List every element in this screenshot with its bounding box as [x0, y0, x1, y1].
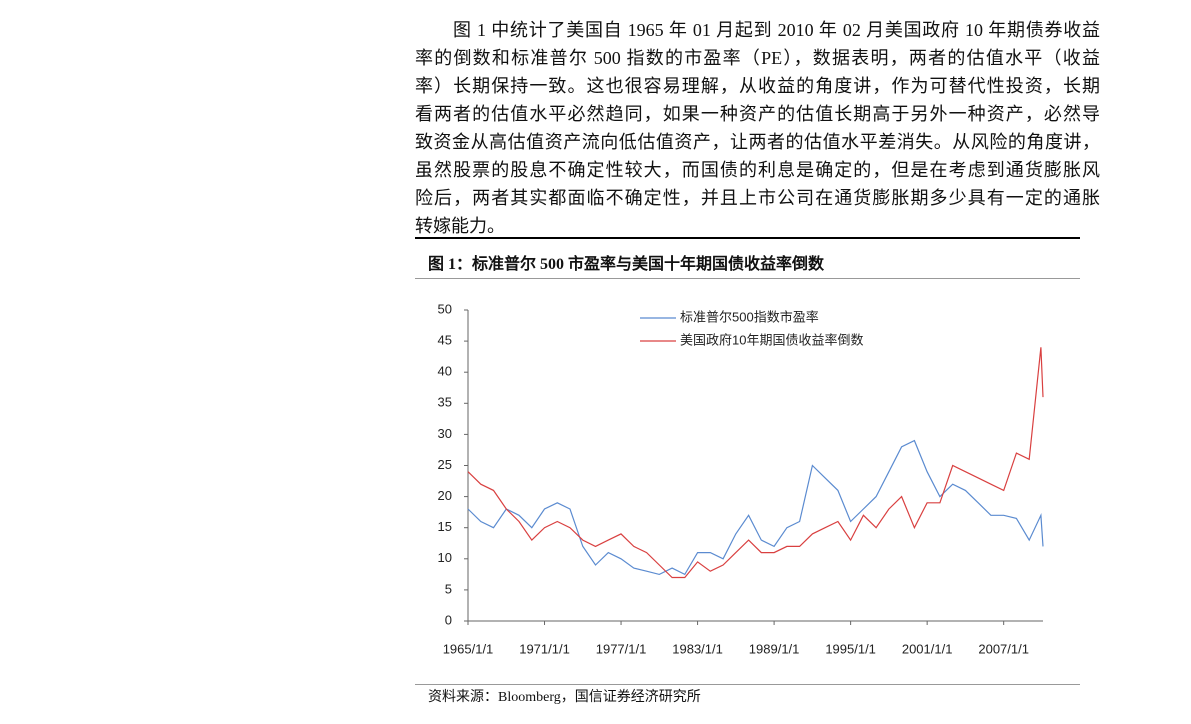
x-tick-label: 1995/1/1	[825, 641, 876, 656]
rule	[415, 237, 1080, 239]
y-tick-label: 45	[438, 333, 452, 348]
x-tick-label: 2001/1/1	[902, 641, 953, 656]
rule	[415, 278, 1080, 279]
legend-label: 美国政府10年期国债收益率倒数	[680, 332, 863, 347]
y-tick-label: 25	[438, 457, 452, 472]
text-line: 率的倒数和标准普尔 500 指数的市盈率（PE），数据表明，两者的估值水平（收益	[415, 48, 1100, 68]
text-line: 图 1 中统计了美国自 1965 年 01 月起到 2010 年 02 月美国政…	[453, 20, 1100, 40]
legend-label: 标准普尔500指数市盈率	[680, 309, 819, 324]
x-tick-label: 1989/1/1	[749, 641, 800, 656]
text-line: 转嫁能力。	[415, 216, 505, 236]
y-tick-label: 15	[438, 519, 452, 534]
y-tick-label: 10	[438, 550, 452, 565]
text-line: 险后，两者其实都面临不确定性，并且上市公司在通货膨胀期多少具有一定的通胀	[415, 188, 1100, 208]
figure-caption: 图 1：标准普尔 500 市盈率与美国十年期国债收益率倒数	[428, 256, 825, 273]
series-line	[467, 439, 1044, 576]
y-tick-label: 50	[438, 301, 452, 316]
text-line: 虽然股票的股息不确定性较大，而国债的利息是确定的，但是在考虑到通货膨胀风	[415, 160, 1100, 180]
x-tick-label: 1965/1/1	[443, 641, 494, 656]
figure-source: 资料来源：Bloomberg，国信证券经济研究所	[428, 690, 701, 705]
series-line	[467, 347, 1044, 579]
rule	[415, 684, 1080, 685]
y-tick-label: 40	[438, 364, 452, 379]
y-tick-label: 0	[445, 612, 452, 627]
text-line: 看两者的估值水平必然趋同，如果一种资产的估值长期高于另外一种资产，必然导	[415, 104, 1100, 124]
x-tick-label: 2007/1/1	[978, 641, 1029, 656]
paragraph: 图 1 中统计了美国自 1965 年 01 月起到 2010 年 02 月美国政…	[415, 16, 1100, 240]
text-line: 致资金从高估值资产流向低估值资产，让两者的估值水平差消失。从风险的角度讲，	[415, 132, 1100, 152]
y-tick-label: 35	[438, 395, 452, 410]
y-tick-label: 5	[445, 581, 452, 596]
y-tick-label: 30	[438, 426, 452, 441]
x-tick-label: 1971/1/1	[519, 641, 570, 656]
text-line: 率）长期保持一致。这也很容易理解，从收益的角度讲，作为可替代性投资，长期	[415, 76, 1100, 96]
x-tick-label: 1983/1/1	[672, 641, 723, 656]
x-tick-label: 1977/1/1	[596, 641, 647, 656]
y-tick-label: 20	[438, 488, 452, 503]
